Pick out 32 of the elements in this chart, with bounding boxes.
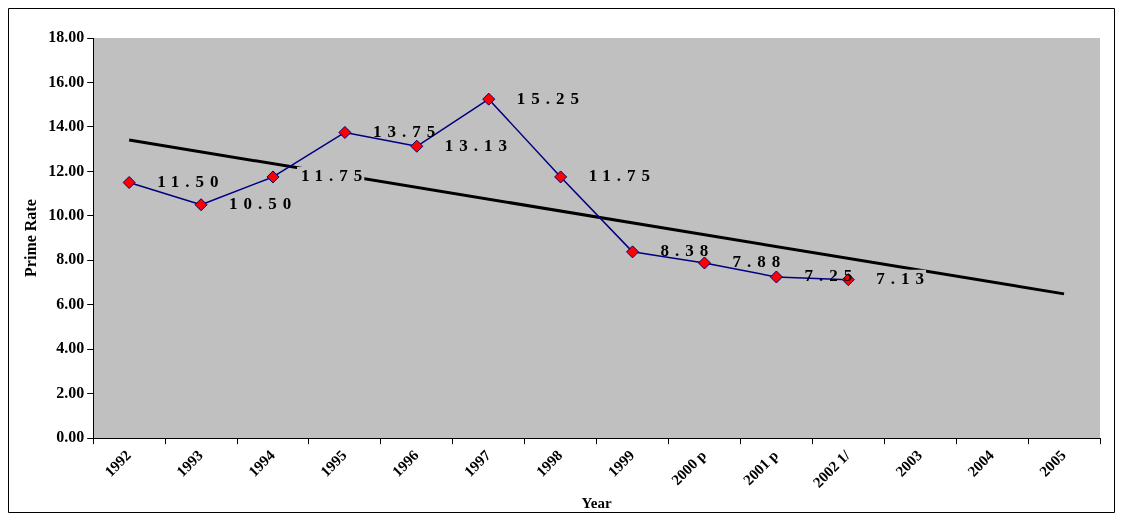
y-tick-label: 10.00: [48, 205, 85, 223]
point: [266, 170, 280, 184]
data-label: 7.13: [876, 269, 931, 289]
point: [338, 125, 352, 139]
y-tick-label: 12.00: [48, 161, 85, 179]
y-tick-label: 0.00: [56, 428, 85, 446]
data-label: 8.38: [660, 241, 715, 261]
y-tick-label: 4.00: [56, 339, 85, 357]
data-label: 10.50: [229, 194, 298, 214]
point: [554, 170, 568, 184]
point: [194, 198, 208, 212]
point: [482, 92, 496, 106]
y-tick-label: 2.00: [56, 383, 85, 401]
data-label: 13.13: [444, 135, 514, 155]
point: [626, 245, 640, 259]
y-tick-label: 14.00: [48, 117, 85, 135]
point: [410, 139, 424, 153]
data-label: 11.75: [300, 166, 369, 186]
y-tick-label: 18.00: [48, 28, 85, 46]
data-label: 11.50: [157, 171, 225, 191]
point: [122, 176, 136, 189]
data-label: 15.25: [516, 88, 585, 108]
data-label: 13.75: [372, 121, 442, 141]
data-label: 11.75: [588, 166, 656, 186]
y-axis-title: Prime Rate: [21, 199, 39, 277]
point: [769, 270, 783, 284]
data-label: 7.88: [732, 252, 787, 272]
y-tick-label: 8.00: [56, 250, 85, 268]
y-tick-label: 6.00: [56, 294, 85, 312]
y-tick-label: 16.00: [48, 72, 85, 90]
x-axis-title: Year: [581, 494, 612, 511]
point: [697, 256, 711, 270]
